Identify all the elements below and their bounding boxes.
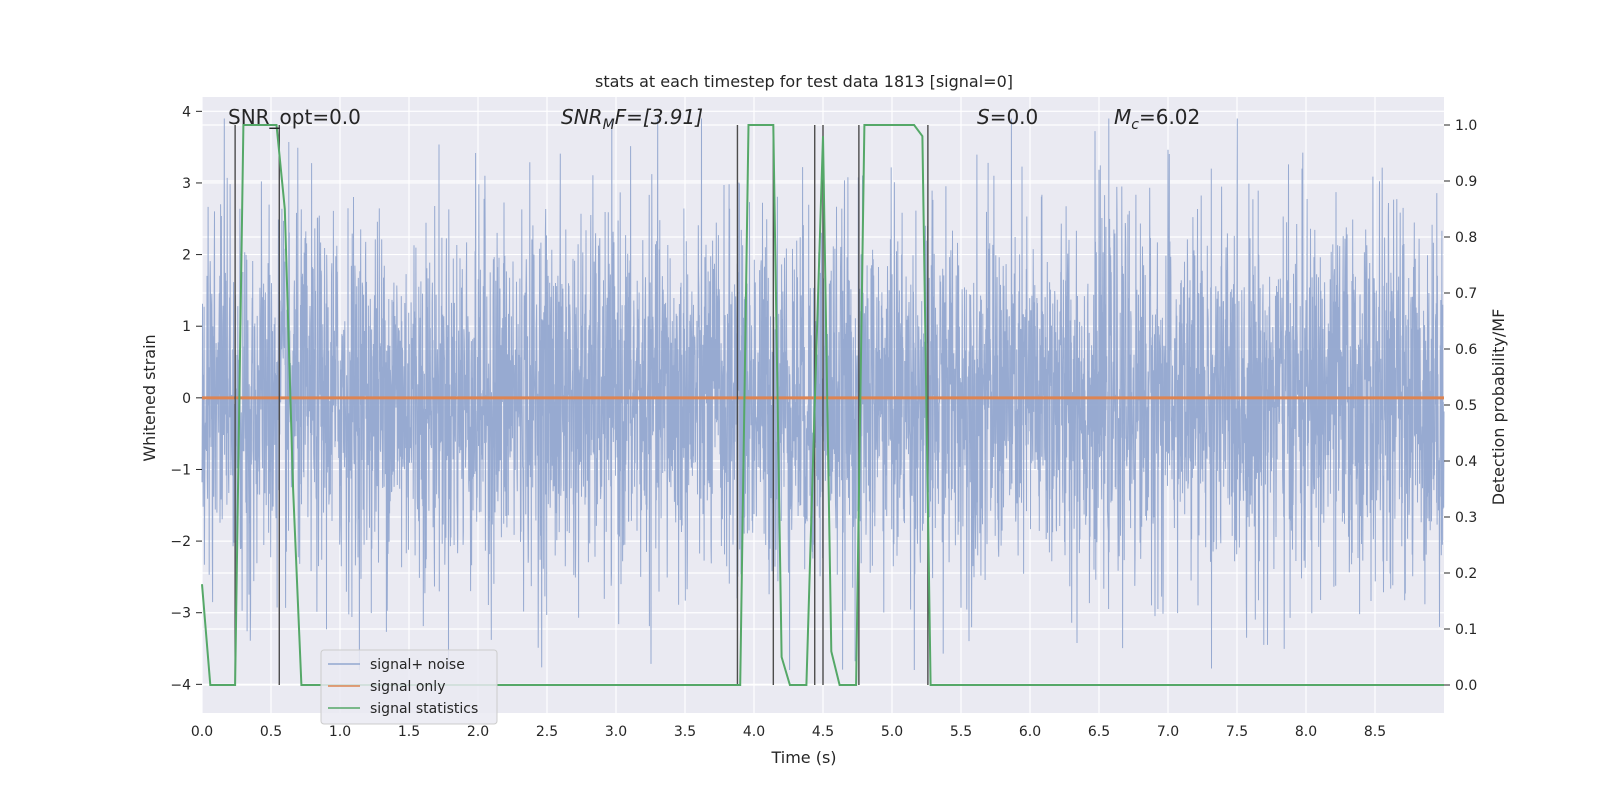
s-rest: =0.0 <box>990 105 1039 129</box>
x-tick-label: 2.5 <box>536 724 558 740</box>
mc-sub: c <box>1131 117 1139 133</box>
x-tick-label: 8.0 <box>1295 724 1317 740</box>
x-tick-label: 7.0 <box>1157 724 1179 740</box>
axis-ticks: 0.0 0.5 1.0 1.5 2.0 2.5 3.0 3.5 4.0 4.5 5.0 5.5 6.0 6… <box>170 104 1477 740</box>
x-axis-label: Time (s) <box>770 748 836 767</box>
y-right-tick-label: 0.4 <box>1455 454 1477 470</box>
x-tick-label: 5.0 <box>881 724 903 740</box>
x-tick-label: 1.0 <box>329 724 351 740</box>
legend-box <box>320 649 498 725</box>
x-tick-label: 0.5 <box>260 724 282 740</box>
x-tick-label: 3.0 <box>605 724 627 740</box>
legend-label-statistics: signal statistics <box>370 701 478 717</box>
mc-annotation: Mc=6.02 <box>1114 105 1200 133</box>
snr-mf-main: SNR <box>561 105 603 129</box>
y-left-tick-label: −4 <box>170 677 191 693</box>
legend-label-noise: signal+ noise <box>370 657 465 673</box>
y-right-tick-label: 1.0 <box>1455 118 1477 134</box>
y-left-tick-label: 1 <box>182 319 191 335</box>
x-tick-label: 1.5 <box>398 724 420 740</box>
y-right-tick-label: 0.2 <box>1455 566 1477 582</box>
y-right-tick-label: 0.1 <box>1455 622 1477 638</box>
x-tick-label: 6.0 <box>1019 724 1041 740</box>
y-right-tick-label: 0.6 <box>1455 342 1477 358</box>
snr-mf-rest: F=[3.91] <box>615 105 703 129</box>
mc-rest: =6.02 <box>1139 105 1200 129</box>
signal-statistics-series <box>201 124 1444 686</box>
x-tick-label: 5.5 <box>950 724 972 740</box>
x-tick-label: 8.5 <box>1364 724 1386 740</box>
x-tick-label: 4.5 <box>812 724 834 740</box>
legend-label-signal: signal only <box>370 679 445 695</box>
chart-title: stats at each timestep for test data 181… <box>595 72 1013 91</box>
y-axis-label-right: Detection probability/MF <box>1489 309 1508 506</box>
y-right-tick-label: 0.8 <box>1455 230 1477 246</box>
y-right-tick-label: 0.7 <box>1455 286 1477 302</box>
x-tick-label: 3.5 <box>674 724 696 740</box>
x-tick-label: 2.0 <box>467 724 489 740</box>
s-main: S <box>977 105 990 129</box>
y-left-tick-label: 2 <box>182 248 191 264</box>
snr-mf-sub: M <box>603 117 615 133</box>
y-right-tick-label: 0.3 <box>1455 510 1477 526</box>
x-tick-label: 7.5 <box>1226 724 1248 740</box>
y-right-tick-label: 0.9 <box>1455 174 1477 190</box>
x-tick-label: 0.0 <box>191 724 213 740</box>
snr-mf-annotation: SNRMF=[3.91] <box>561 105 703 133</box>
y-right-tick-label: 0.0 <box>1455 678 1477 694</box>
legend: signal+ noise signal only signal statist… <box>320 649 498 725</box>
statistics-line <box>201 124 1444 686</box>
snr-opt-annotation: SNR_opt=0.0 <box>228 105 361 129</box>
y-left-tick-label: 0 <box>182 391 191 407</box>
mc-main: M <box>1114 105 1131 129</box>
y-left-tick-label: −3 <box>170 606 191 622</box>
y-left-tick-label: −2 <box>170 534 191 550</box>
x-tick-label: 4.0 <box>743 724 765 740</box>
y-right-tick-label: 0.5 <box>1455 398 1477 414</box>
y-axis-label-left: Whitened strain <box>140 334 159 461</box>
y-left-tick-label: 4 <box>182 104 191 120</box>
x-tick-label: 6.5 <box>1088 724 1110 740</box>
s-annotation: S=0.0 <box>977 105 1038 129</box>
y-left-tick-label: 3 <box>182 176 191 192</box>
y-left-tick-label: −1 <box>170 462 191 478</box>
